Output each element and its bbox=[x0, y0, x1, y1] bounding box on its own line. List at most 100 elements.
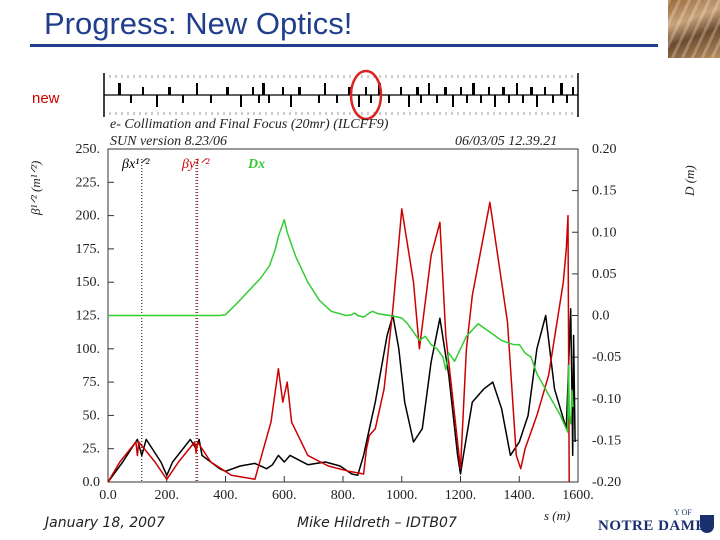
legend: βx¹ᐟ² βy¹ᐟ² Dx bbox=[121, 157, 265, 172]
y-tick-label: 250. bbox=[76, 142, 101, 157]
y2-tick-label: 0.10 bbox=[592, 225, 617, 240]
title-divider bbox=[30, 44, 658, 47]
y2-tick-label: 0.15 bbox=[592, 184, 617, 199]
lattice-magnet bbox=[336, 95, 338, 103]
lattice-magnet bbox=[452, 95, 454, 107]
lattice-magnet bbox=[130, 95, 132, 103]
lattice-magnet bbox=[210, 95, 212, 103]
y2-tick-label: -0.15 bbox=[592, 433, 621, 448]
lattice-magnet bbox=[298, 87, 301, 95]
y-tick-label: 75. bbox=[83, 375, 101, 390]
lattice-magnet bbox=[436, 95, 438, 103]
lattice-magnet bbox=[258, 95, 260, 103]
series-line-dx bbox=[108, 219, 574, 433]
lattice-magnet bbox=[156, 95, 158, 107]
lattice-magnet bbox=[290, 95, 292, 107]
lattice-magnet bbox=[318, 95, 320, 103]
y2-tick-label: -0.10 bbox=[592, 392, 621, 407]
lattice-magnet bbox=[365, 87, 367, 95]
new-label: new bbox=[32, 90, 60, 107]
series-line-betax bbox=[107, 308, 576, 483]
x-tick-label: 1000. bbox=[386, 488, 418, 503]
lattice-magnet bbox=[388, 95, 390, 103]
x-tick-label: 0.0 bbox=[99, 488, 117, 503]
lattice-magnet bbox=[428, 83, 430, 95]
lattice-magnet bbox=[226, 87, 229, 95]
y-tick-label: 225. bbox=[76, 175, 101, 190]
lattice-magnet bbox=[544, 87, 546, 95]
lattice-magnet bbox=[262, 83, 265, 95]
lattice-magnet bbox=[552, 95, 554, 103]
chart-axes: 0.0 200. 400. 600. 800. 1000. 1200. 1400. 1600. 0… bbox=[76, 142, 622, 503]
logo-text: NOTRE DAME bbox=[598, 518, 706, 534]
lattice-magnet bbox=[466, 95, 468, 103]
lattice-magnet bbox=[118, 83, 121, 95]
lattice-magnet bbox=[240, 95, 242, 107]
y2-tick-label: 0.0 bbox=[592, 309, 610, 324]
y2-tick-label: 0.05 bbox=[592, 267, 617, 282]
chart-title: e- Collimation and Final Focus (20mr) (I… bbox=[110, 117, 389, 132]
lattice-magnet bbox=[566, 95, 568, 103]
corner-photo bbox=[668, 0, 720, 58]
lattice-magnet bbox=[420, 95, 422, 103]
lattice-magnet bbox=[530, 87, 533, 95]
logo-of-text: Y OF bbox=[674, 508, 692, 517]
x-tick-label: 400. bbox=[213, 488, 238, 503]
lattice-magnet bbox=[516, 83, 518, 95]
lattice-magnet bbox=[444, 87, 447, 95]
lattice-magnet bbox=[560, 83, 563, 95]
y-tick-label: 100. bbox=[76, 342, 101, 357]
lattice-magnet bbox=[572, 87, 574, 95]
y-axis-label: β¹ᐟ² (m¹ᐟ²) bbox=[28, 161, 43, 216]
lattice-magnet bbox=[168, 87, 171, 95]
lattice-magnet bbox=[252, 87, 254, 95]
slide-title: Progress: New Optics! bbox=[44, 6, 353, 41]
lattice-magnet bbox=[182, 95, 184, 103]
y2-axis-label: D (m) bbox=[682, 165, 697, 197]
lattice-magnet bbox=[324, 83, 326, 95]
lattice-magnet bbox=[142, 87, 144, 95]
lattice-magnet bbox=[494, 95, 496, 107]
chart-timestamp: 06/03/05 12.39.21 bbox=[455, 134, 557, 149]
footer-date: January 18, 2007 bbox=[45, 515, 165, 531]
legend-betay: βy¹ᐟ² bbox=[181, 157, 210, 172]
lattice-magnet bbox=[282, 87, 284, 95]
x-tick-label: 600. bbox=[272, 488, 297, 503]
x-tick-label: 1600. bbox=[562, 488, 594, 503]
lattice-magnet bbox=[408, 95, 410, 107]
x-tick-label: 1200. bbox=[445, 488, 477, 503]
y-tick-label: 25. bbox=[83, 442, 101, 457]
y-tick-label: 150. bbox=[76, 275, 101, 290]
x-axis-label: s (m) bbox=[544, 508, 570, 523]
y-tick-label: 50. bbox=[83, 408, 101, 423]
legend-betax: βx¹ᐟ² bbox=[121, 157, 150, 172]
lattice-strip bbox=[103, 73, 579, 117]
y2-tick-label: 0.20 bbox=[592, 142, 617, 157]
x-tick-label: 800. bbox=[331, 488, 356, 503]
footer-author: Mike Hildreth – IDTB07 bbox=[297, 515, 457, 531]
x-tick-label: 1400. bbox=[504, 488, 536, 503]
y-tick-label: 0.0 bbox=[83, 475, 101, 490]
lattice-magnet bbox=[416, 87, 419, 95]
lattice-magnet bbox=[488, 87, 490, 95]
y-tick-label: 200. bbox=[76, 209, 101, 224]
y-tick-label: 175. bbox=[76, 242, 101, 257]
highlight-circle bbox=[349, 69, 383, 121]
lattice-magnet bbox=[370, 95, 372, 103]
lattice-magnet bbox=[460, 87, 462, 95]
lattice-magnet bbox=[196, 83, 198, 95]
lattice-magnet bbox=[348, 87, 351, 95]
lattice-magnet bbox=[400, 87, 402, 95]
lattice-magnet bbox=[508, 95, 510, 103]
lattice-magnet bbox=[472, 83, 475, 95]
y2-tick-label: -0.20 bbox=[592, 475, 621, 490]
y2-tick-label: -0.05 bbox=[592, 350, 621, 365]
lattice-magnet bbox=[522, 95, 524, 103]
y-tick-label: 125. bbox=[76, 309, 101, 324]
shield-icon bbox=[700, 515, 714, 533]
lattice-magnet bbox=[268, 95, 270, 103]
lattice-magnet bbox=[536, 95, 538, 107]
plot-area bbox=[107, 201, 576, 483]
lattice-magnet bbox=[480, 95, 482, 103]
